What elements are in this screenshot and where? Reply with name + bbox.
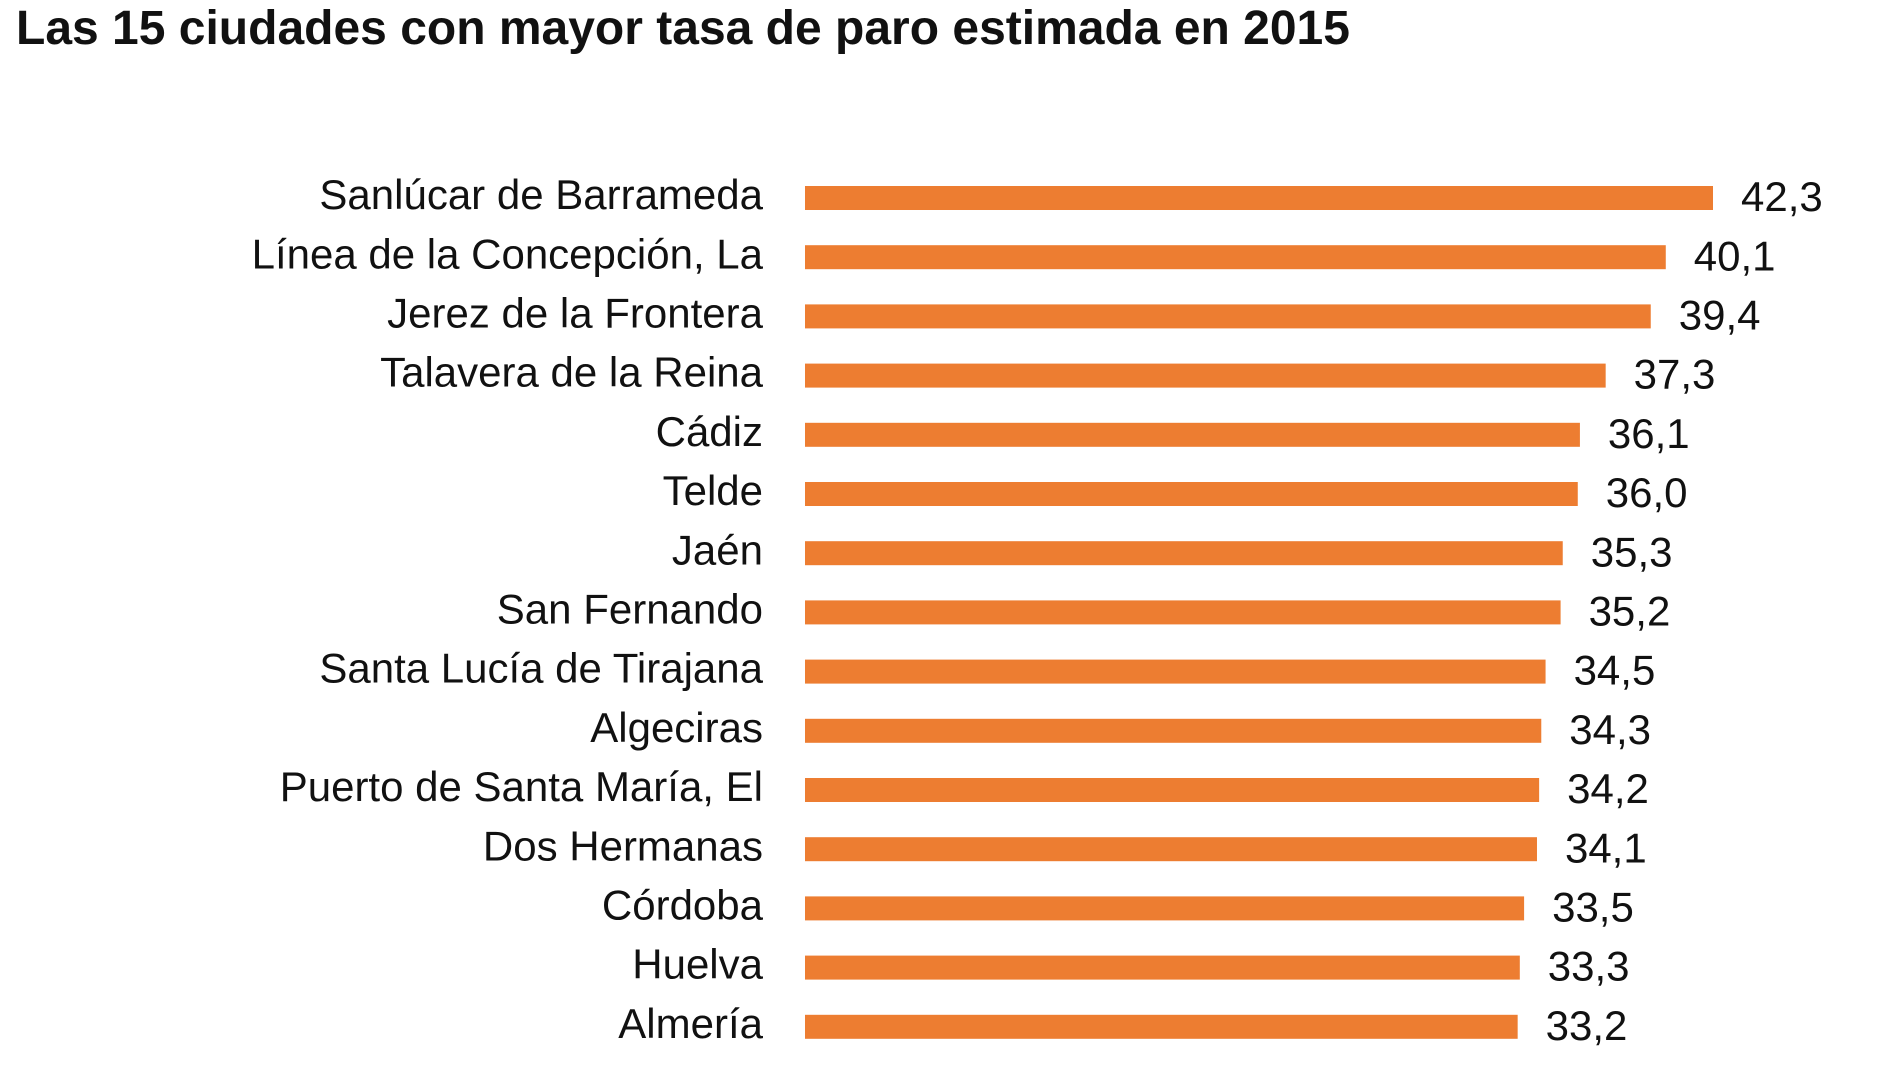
bar <box>805 778 1540 802</box>
data-label: 39,4 <box>1679 291 1761 338</box>
bar <box>805 245 1666 270</box>
data-label: 34,5 <box>1574 647 1656 694</box>
category-label: Jerez de la Frontera <box>387 289 763 336</box>
category-label: Huelva <box>632 941 763 988</box>
data-label: 42,3 <box>1741 173 1823 220</box>
data-label: 35,3 <box>1591 528 1673 575</box>
bar <box>805 186 1713 210</box>
bar <box>805 837 1537 862</box>
category-label: Córdoba <box>602 881 764 928</box>
data-label: 33,5 <box>1552 883 1634 930</box>
data-label: 34,2 <box>1567 765 1649 812</box>
category-label: Algeciras <box>590 704 763 751</box>
bar <box>805 896 1525 921</box>
bar <box>805 600 1561 625</box>
data-label: 35,2 <box>1589 587 1671 634</box>
bar <box>805 363 1606 388</box>
bar <box>805 718 1542 743</box>
data-label: 34,3 <box>1569 706 1651 753</box>
category-label: Telde <box>663 467 763 514</box>
bar <box>805 541 1563 566</box>
category-label: San Fernando <box>497 585 763 632</box>
data-label: 33,3 <box>1548 943 1630 990</box>
data-label: 33,2 <box>1546 1002 1628 1049</box>
category-label: Talavera de la Reina <box>380 349 764 396</box>
category-label: Santa Lucía de Tirajana <box>319 645 763 692</box>
chart-title: Las 15 ciudades con mayor tasa de paro e… <box>16 2 1350 55</box>
data-label: 37,3 <box>1634 351 1716 398</box>
bar <box>805 304 1651 329</box>
data-label: 34,1 <box>1565 824 1647 871</box>
data-label: 40,1 <box>1694 232 1776 279</box>
bar <box>805 1014 1518 1039</box>
bar <box>805 482 1578 506</box>
category-label: Cádiz <box>656 408 763 455</box>
data-label: 36,0 <box>1606 469 1688 516</box>
data-label: 36,1 <box>1608 410 1690 457</box>
category-label: Puerto de Santa María, El <box>280 763 763 810</box>
bar <box>805 659 1546 684</box>
bar <box>805 422 1580 447</box>
category-label: Sanlúcar de Barrameda <box>319 171 763 218</box>
bar <box>805 955 1520 980</box>
category-label: Línea de la Concepción, La <box>252 230 764 277</box>
category-label: Jaén <box>672 526 763 573</box>
category-label: Dos Hermanas <box>483 822 763 869</box>
category-label: Almería <box>618 1000 763 1047</box>
